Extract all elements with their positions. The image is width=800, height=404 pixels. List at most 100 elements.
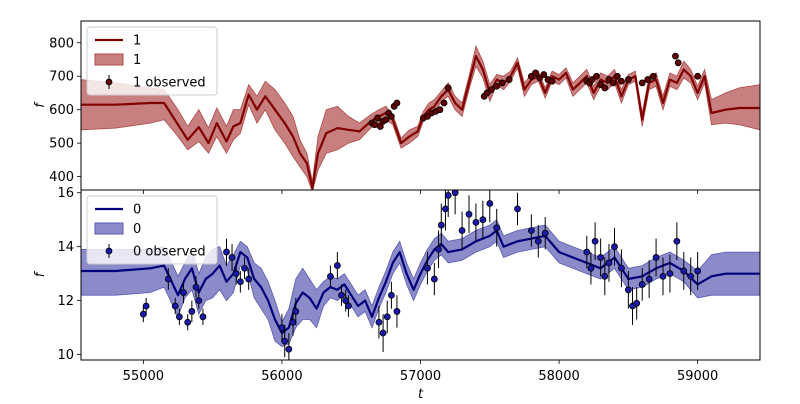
- legend-box: [86, 195, 218, 265]
- observed-point: [644, 76, 652, 83]
- y-axis-label: f: [33, 101, 48, 108]
- x-tick-label: 58000: [538, 369, 579, 384]
- observed-point: [583, 248, 591, 256]
- legend-band-label: 0: [133, 222, 141, 237]
- observed-point: [649, 72, 657, 80]
- observed-point: [223, 248, 230, 256]
- legend-band-label: 1: [133, 53, 141, 68]
- observed-point: [424, 264, 431, 272]
- observed-point: [164, 275, 172, 283]
- observed-point: [387, 112, 395, 120]
- legend-line-label: 1: [133, 34, 141, 49]
- observed-point: [241, 264, 248, 272]
- observed-point: [442, 205, 449, 213]
- observed-point: [451, 190, 459, 197]
- observed-point: [374, 114, 381, 122]
- plot-area-top: [81, 44, 760, 190]
- observed-point: [393, 308, 401, 315]
- y-tick-label: 600: [49, 103, 74, 118]
- observed-point: [638, 281, 646, 288]
- observed-point: [171, 302, 179, 310]
- observed-point: [281, 337, 289, 345]
- observed-point: [139, 310, 147, 318]
- observed-point: [379, 329, 387, 337]
- observed-point: [487, 86, 495, 94]
- observed-point: [541, 229, 549, 237]
- observed-point: [652, 254, 660, 261]
- observed-point: [694, 72, 702, 80]
- observed-point: [437, 221, 445, 229]
- observed-point: [180, 289, 187, 296]
- x-tick-label: 57000: [400, 369, 441, 384]
- observed-point: [387, 291, 395, 299]
- observed-point: [601, 84, 609, 92]
- observed-point: [232, 270, 240, 278]
- observed-point: [430, 275, 438, 283]
- observed-point: [345, 302, 352, 310]
- observed-point: [435, 245, 442, 253]
- observed-point: [382, 116, 390, 124]
- observed-point: [142, 302, 150, 310]
- observed-point: [278, 324, 286, 332]
- observed-point: [199, 313, 207, 321]
- observed-point: [498, 79, 506, 87]
- y-tick-label: 700: [49, 70, 74, 85]
- observed-point: [192, 283, 200, 291]
- observed-point: [548, 77, 556, 85]
- observed-point: [587, 264, 595, 272]
- legend-line-label: 0: [133, 203, 141, 218]
- observed-point: [680, 267, 688, 275]
- observed-point: [393, 99, 401, 107]
- observed-point: [605, 259, 613, 267]
- observed-point: [285, 345, 293, 353]
- observed-point: [534, 237, 542, 245]
- legend-point-swatch: [105, 78, 113, 86]
- observed-point: [175, 313, 183, 321]
- observed-point: [493, 224, 501, 232]
- observed-point: [292, 308, 300, 315]
- observed-point: [383, 313, 391, 321]
- observed-point: [624, 286, 632, 294]
- observed-point: [236, 278, 244, 286]
- observed-point: [486, 200, 494, 207]
- observed-point: [188, 308, 196, 315]
- observed-point: [532, 69, 539, 77]
- y-tick-label: 800: [49, 36, 74, 51]
- x-axis-label: t: [418, 387, 424, 400]
- panel-bottom: 10 12 14 16 f 0 0 0 observed: [33, 186, 761, 364]
- observed-point: [472, 218, 480, 226]
- legend-points-label: 1 observed: [133, 76, 206, 91]
- observed-point: [458, 227, 466, 234]
- legend-bottom: 0 0 0 observed: [86, 195, 218, 265]
- observed-point: [601, 272, 609, 280]
- observed-point: [527, 227, 535, 234]
- observed-point: [674, 59, 682, 67]
- observed-point: [591, 237, 599, 245]
- observed-point: [436, 106, 444, 114]
- observed-point: [505, 76, 513, 83]
- y-tick-label: 10: [57, 348, 74, 363]
- panel-top: 400 500 600 700 800 f 1 1 1 observed: [33, 20, 761, 194]
- observed-point: [597, 254, 605, 261]
- observed-point: [613, 72, 621, 80]
- observed-point: [333, 262, 341, 269]
- observed-point: [195, 297, 203, 305]
- observed-point: [371, 121, 379, 129]
- observed-point: [338, 291, 345, 299]
- observed-point: [479, 216, 487, 224]
- legend-band-swatch: [94, 53, 124, 66]
- observed-point: [633, 299, 641, 307]
- observed-point: [618, 77, 625, 85]
- observed-point: [465, 210, 473, 218]
- x-tick-label: 56000: [261, 369, 302, 384]
- observed-point: [493, 82, 501, 90]
- observed-point: [184, 318, 192, 326]
- legend-band-swatch: [94, 222, 124, 235]
- observed-point: [638, 79, 646, 87]
- observed-point: [609, 79, 617, 87]
- observed-point: [375, 318, 383, 326]
- observed-point: [245, 275, 253, 283]
- observed-point: [666, 270, 674, 278]
- observed-point: [514, 205, 521, 213]
- x-tick-label: 59000: [677, 369, 718, 384]
